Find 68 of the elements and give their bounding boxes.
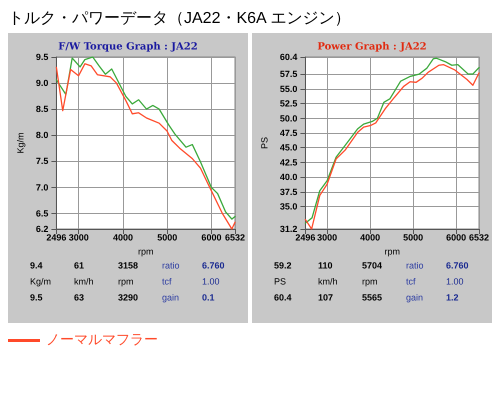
y-tick-label: 9.0 xyxy=(36,78,48,88)
y-tick-label: 42.5 xyxy=(280,157,298,168)
text: gain xyxy=(162,292,180,302)
y-tick-label: 45.0 xyxy=(280,142,298,153)
text: PS xyxy=(274,276,286,286)
y-tick-label: 35.0 xyxy=(280,202,298,212)
y-tick-label: 6.2 xyxy=(36,224,48,234)
y-tick-label: 47.5 xyxy=(280,128,298,138)
y-tick-label: 57.5 xyxy=(280,69,298,80)
text: 3158 xyxy=(118,260,138,270)
text: 63 xyxy=(74,292,84,302)
y-tick-label: 40.0 xyxy=(280,172,298,182)
text: 9.4 xyxy=(30,260,43,270)
y-axis-title: Kg/m xyxy=(16,132,26,154)
x-tick-label: 5000 xyxy=(403,232,424,242)
text: 1.00 xyxy=(446,276,464,286)
x-axis-title: rpm xyxy=(138,246,154,256)
y-tick-label: 50.0 xyxy=(280,113,298,124)
text: 107 xyxy=(318,292,334,302)
text: km/h xyxy=(318,276,338,286)
text: 6.760 xyxy=(446,260,469,270)
text: km/h xyxy=(74,276,94,286)
y-axis-title: PS xyxy=(260,136,270,150)
text: 61 xyxy=(74,260,84,270)
text: tcf xyxy=(406,276,416,286)
y-tick-label: 8.5 xyxy=(36,104,48,114)
text: gain xyxy=(406,292,424,302)
chart-subtitle: Power Graph : JA22 xyxy=(317,42,427,52)
x-tick-label: 5000 xyxy=(157,232,178,242)
y-tick-label: 7.5 xyxy=(36,156,48,166)
x-tick-label: 3000 xyxy=(317,232,338,242)
x-tick-label: 6532 xyxy=(224,232,246,242)
chart-subtitle: F/W Torque Graph : JA22 xyxy=(58,42,198,52)
y-tick-label: 31.2 xyxy=(280,224,298,234)
x-tick-label: 6000 xyxy=(201,232,222,242)
x-tick-label: 3000 xyxy=(68,232,89,242)
y-tick-label: 6.5 xyxy=(36,208,48,218)
y-tick-label: 52.5 xyxy=(280,98,298,109)
text: 5704 xyxy=(362,260,382,270)
x-tick-label: 2496 xyxy=(46,232,66,242)
text: 1.2 xyxy=(446,292,459,302)
x-tick-label: 4000 xyxy=(360,232,380,242)
text: 3290 xyxy=(118,292,138,302)
text: 0.1 xyxy=(202,292,215,302)
text: 110 xyxy=(318,260,333,270)
text: Kg/m xyxy=(30,276,52,286)
x-tick-label: 2496 xyxy=(295,232,316,242)
y-tick-label: 37.5 xyxy=(280,186,298,197)
text: rpm xyxy=(362,276,378,286)
x-tick-label: 6532 xyxy=(468,232,490,242)
chart-title: トルク・パワーデータ（JA22・K6A エンジン） xyxy=(8,9,352,29)
text: 6.760 xyxy=(202,260,225,270)
text: 5565 xyxy=(362,292,382,302)
text: rpm xyxy=(118,276,134,286)
y-tick-label: 9.5 xyxy=(36,52,48,62)
text: 1.00 xyxy=(202,276,220,286)
text: ratio xyxy=(162,260,180,270)
text: 59.2 xyxy=(274,260,292,270)
text: ratio xyxy=(406,260,424,270)
y-tick-label: 55.0 xyxy=(280,84,298,94)
y-tick-label: 8.0 xyxy=(36,130,48,140)
y-tick-label: 7.0 xyxy=(36,182,48,192)
x-tick-label: 4000 xyxy=(112,232,133,242)
legend-label: ノーマルマフラー xyxy=(46,331,158,349)
text: tcf xyxy=(162,276,172,286)
x-tick-label: 6000 xyxy=(446,232,466,242)
x-axis-title: rpm xyxy=(384,246,400,256)
y-tick-label: 60.4 xyxy=(280,52,298,62)
